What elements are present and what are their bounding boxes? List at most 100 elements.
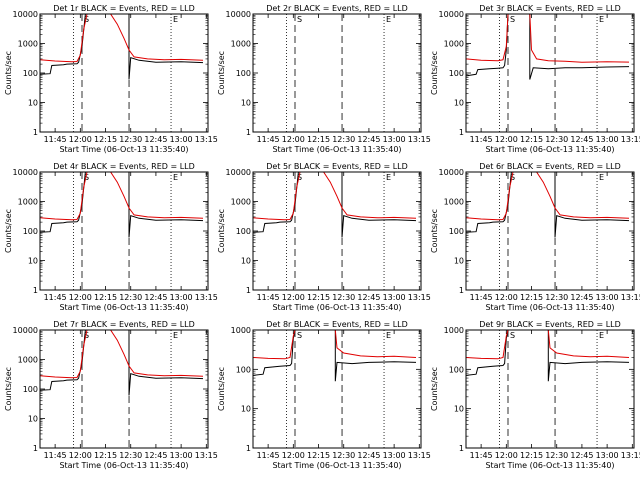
panel-det-7: Det 7r BLACK = Events, RED = LLD Counts/s… [4,320,218,470]
x-tick-label: 12:15 [520,135,543,144]
series-line-events [253,330,417,382]
y-tick-label: 100 [23,227,38,236]
marker-label: E [599,331,604,340]
y-tick-label: 100 [23,385,38,394]
x-tick-label: 12:00 [495,293,518,302]
marker-label: E [386,331,391,340]
marker-label: S [510,173,515,182]
y-tick-label: 10 [28,415,38,424]
y-tick-label: 1 [459,128,464,137]
y-tick-label: 10 [28,99,38,108]
x-tick-label: 12:15 [307,451,330,460]
x-axis-label: Start Time (06-Oct-13 11:35:40) [272,145,401,154]
x-tick-label: 13:15 [621,293,640,302]
y-tick-label: 1 [246,444,251,453]
panel-det-2: Det 2r BLACK = Events, RED = LLD Counts/s… [217,4,431,154]
panel-title: Det 3r BLACK = Events, RED = LLD [479,4,621,13]
y-tick-label: 10000 [439,168,464,177]
marker-label: E [599,173,604,182]
x-tick-label: 13:15 [195,293,218,302]
x-tick-label: 13:15 [621,135,640,144]
y-tick-label: 1000 [231,40,251,49]
x-tick-label: 12:45 [570,451,593,460]
x-tick-label: 12:15 [520,293,543,302]
x-tick-label: 11:45 [470,293,493,302]
y-tick-label: 1000 [231,326,251,335]
series-line-events [466,330,630,382]
x-tick-label: 12:00 [282,135,305,144]
x-tick-label: 13:00 [170,135,193,144]
panel-det-9: Det 9r BLACK = Events, RED = LLD Counts/s… [430,320,640,470]
x-tick-label: 11:45 [257,451,280,460]
x-tick-label: 11:45 [470,451,493,460]
marker-label: S [297,15,302,24]
x-axis-label: Start Time (06-Oct-13 11:35:40) [59,461,188,470]
series-line-events [40,14,204,80]
x-tick-label: 13:00 [596,293,619,302]
y-tick-label: 100 [449,69,464,78]
y-axis-label: Counts/sec [430,51,439,95]
marker-label: E [386,15,391,24]
panel-title: Det 7r BLACK = Events, RED = LLD [53,320,195,329]
x-tick-label: 12:45 [570,293,593,302]
panel-title: Det 2r BLACK = Events, RED = LLD [266,4,408,13]
y-tick-label: 1000 [231,198,251,207]
y-axis-label: Counts/sec [4,51,13,95]
x-axis-label: Start Time (06-Oct-13 11:35:40) [485,145,614,154]
marker-label: S [297,173,302,182]
y-tick-label: 1 [246,128,251,137]
series-line-events [253,172,417,238]
x-tick-label: 11:45 [257,135,280,144]
x-tick-label: 12:30 [332,451,355,460]
y-tick-label: 10000 [13,168,38,177]
marker-label: E [599,15,604,24]
plot-frame [465,171,635,291]
x-tick-label: 12:45 [357,135,380,144]
y-tick-label: 100 [23,69,38,78]
y-tick-label: 1 [33,128,38,137]
x-tick-label: 12:30 [119,293,142,302]
y-tick-label: 10000 [226,10,251,19]
y-tick-label: 1 [459,286,464,295]
x-tick-label: 13:00 [596,451,619,460]
plot-frame [252,329,422,449]
x-tick-label: 13:00 [170,293,193,302]
y-axis-label: Counts/sec [4,367,13,411]
panel-title: Det 1r BLACK = Events, RED = LLD [53,4,195,13]
x-tick-label: 11:45 [44,293,67,302]
x-tick-label: 13:00 [596,135,619,144]
y-tick-label: 1 [33,286,38,295]
x-tick-label: 13:00 [383,135,406,144]
y-tick-label: 10 [28,257,38,266]
x-tick-label: 12:30 [545,135,568,144]
series-line-events [466,172,630,238]
x-tick-label: 13:15 [621,451,640,460]
marker-label: S [510,331,515,340]
x-tick-label: 11:45 [257,293,280,302]
y-tick-label: 10 [241,405,251,414]
series-line-lld [253,172,417,221]
x-tick-label: 12:45 [357,451,380,460]
series-line-lld [466,330,630,360]
x-tick-label: 12:15 [94,293,117,302]
x-tick-label: 12:00 [69,293,92,302]
marker-label: E [386,173,391,182]
y-tick-label: 100 [236,365,251,374]
x-tick-label: 12:00 [495,451,518,460]
x-tick-label: 13:15 [195,451,218,460]
y-tick-label: 100 [236,69,251,78]
x-tick-label: 13:15 [408,451,431,460]
y-tick-label: 1000 [18,198,38,207]
y-tick-label: 1000 [444,326,464,335]
y-tick-label: 1 [33,444,38,453]
y-tick-label: 10 [454,99,464,108]
x-tick-label: 13:00 [383,451,406,460]
series-line-events [40,330,204,396]
x-axis-label: Start Time (06-Oct-13 11:35:40) [485,461,614,470]
x-tick-label: 12:45 [357,293,380,302]
x-tick-label: 12:45 [144,451,167,460]
x-tick-label: 12:45 [144,135,167,144]
panel-det-8: Det 8r BLACK = Events, RED = LLD Counts/s… [217,320,431,470]
y-axis-label: Counts/sec [430,209,439,253]
